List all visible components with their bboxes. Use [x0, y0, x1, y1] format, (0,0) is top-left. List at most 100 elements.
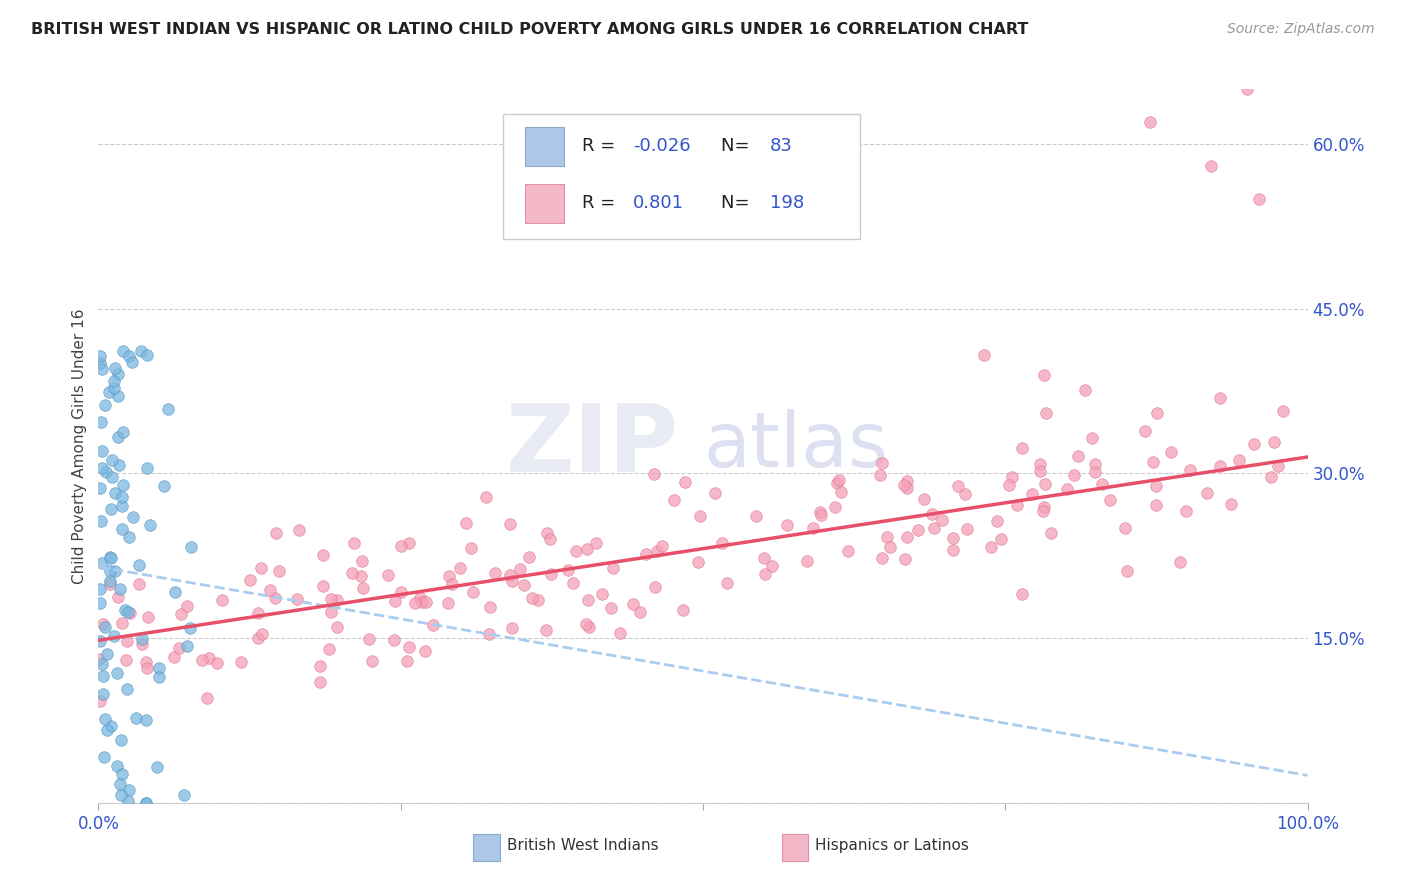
Point — [94, 712, 117, 726]
Point — [389, 539, 412, 553]
Point — [118, 530, 141, 544]
Point — [311, 548, 333, 562]
Text: N=: N= — [721, 137, 755, 155]
Point — [565, 544, 588, 558]
Point — [621, 597, 644, 611]
Point — [191, 652, 214, 666]
Point — [91, 688, 114, 702]
Point — [893, 478, 915, 492]
Point — [479, 600, 502, 615]
Point — [896, 482, 918, 496]
Point — [1039, 526, 1062, 541]
Point — [1005, 498, 1028, 512]
Point — [1033, 476, 1056, 491]
Point — [1144, 498, 1167, 512]
Point — [110, 733, 132, 747]
Point — [91, 617, 114, 632]
Point — [1035, 406, 1057, 420]
Point — [953, 487, 976, 501]
Point — [267, 564, 290, 578]
Point — [114, 603, 136, 617]
Point — [1260, 470, 1282, 484]
Point — [110, 788, 132, 802]
Point — [100, 502, 122, 516]
Point — [1267, 458, 1289, 473]
Point — [1271, 404, 1294, 418]
Point — [146, 760, 169, 774]
Point — [111, 490, 134, 504]
Point — [115, 681, 138, 696]
Bar — [782, 834, 808, 862]
Point — [689, 509, 711, 524]
Point — [357, 632, 380, 646]
Text: -0.026: -0.026 — [633, 137, 690, 155]
Point — [980, 541, 1002, 555]
Point — [591, 587, 613, 601]
Point — [449, 561, 471, 575]
Point — [1174, 504, 1197, 518]
Point — [475, 490, 498, 504]
Point — [318, 642, 340, 657]
Point — [711, 535, 734, 549]
Point — [870, 457, 893, 471]
Point — [89, 349, 111, 363]
Point — [129, 343, 152, 358]
Point — [103, 381, 125, 395]
Text: British West Indians: British West Indians — [508, 838, 659, 853]
Point — [94, 465, 117, 479]
Point — [153, 479, 176, 493]
Point — [91, 461, 114, 475]
Point — [672, 603, 695, 617]
Point — [115, 653, 138, 667]
Point — [688, 555, 710, 569]
Point — [111, 522, 134, 536]
Text: BRITISH WEST INDIAN VS HISPANIC OR LATINO CHILD POVERTY AMONG GIRLS UNDER 16 COR: BRITISH WEST INDIAN VS HISPANIC OR LATIN… — [31, 22, 1028, 37]
Point — [165, 584, 187, 599]
Point — [647, 543, 669, 558]
Point — [1028, 464, 1050, 478]
Point — [576, 593, 599, 607]
Point — [540, 532, 562, 546]
Point — [89, 481, 111, 495]
Point — [111, 767, 134, 781]
Point — [312, 579, 335, 593]
Point — [439, 568, 461, 582]
Point — [536, 526, 558, 541]
Point — [1029, 458, 1052, 472]
Point — [1081, 431, 1104, 445]
Point — [1021, 487, 1043, 501]
Point — [830, 484, 852, 499]
Point — [176, 599, 198, 613]
Point — [180, 540, 202, 554]
Point — [776, 518, 799, 533]
Point — [946, 479, 969, 493]
Point — [101, 453, 124, 467]
Point — [135, 796, 157, 810]
Text: R =: R = — [582, 137, 621, 155]
Text: Hispanics or Latinos: Hispanics or Latinos — [815, 838, 969, 853]
Point — [250, 561, 273, 575]
Point — [135, 796, 157, 810]
Point — [89, 596, 111, 610]
Point — [557, 563, 579, 577]
Point — [111, 500, 134, 514]
Point — [896, 531, 918, 545]
Point — [522, 591, 544, 605]
Point — [94, 620, 117, 634]
Point — [104, 564, 127, 578]
Point — [1001, 470, 1024, 484]
Point — [156, 401, 179, 416]
Point — [761, 558, 783, 573]
Point — [91, 657, 114, 671]
Point — [100, 577, 122, 591]
Point — [107, 590, 129, 604]
Point — [139, 518, 162, 533]
Point — [247, 606, 270, 620]
Point — [942, 531, 965, 545]
Point — [117, 783, 139, 797]
Point — [170, 607, 193, 621]
Point — [90, 514, 112, 528]
Point — [173, 788, 195, 802]
Point — [247, 631, 270, 645]
Point — [148, 661, 170, 675]
